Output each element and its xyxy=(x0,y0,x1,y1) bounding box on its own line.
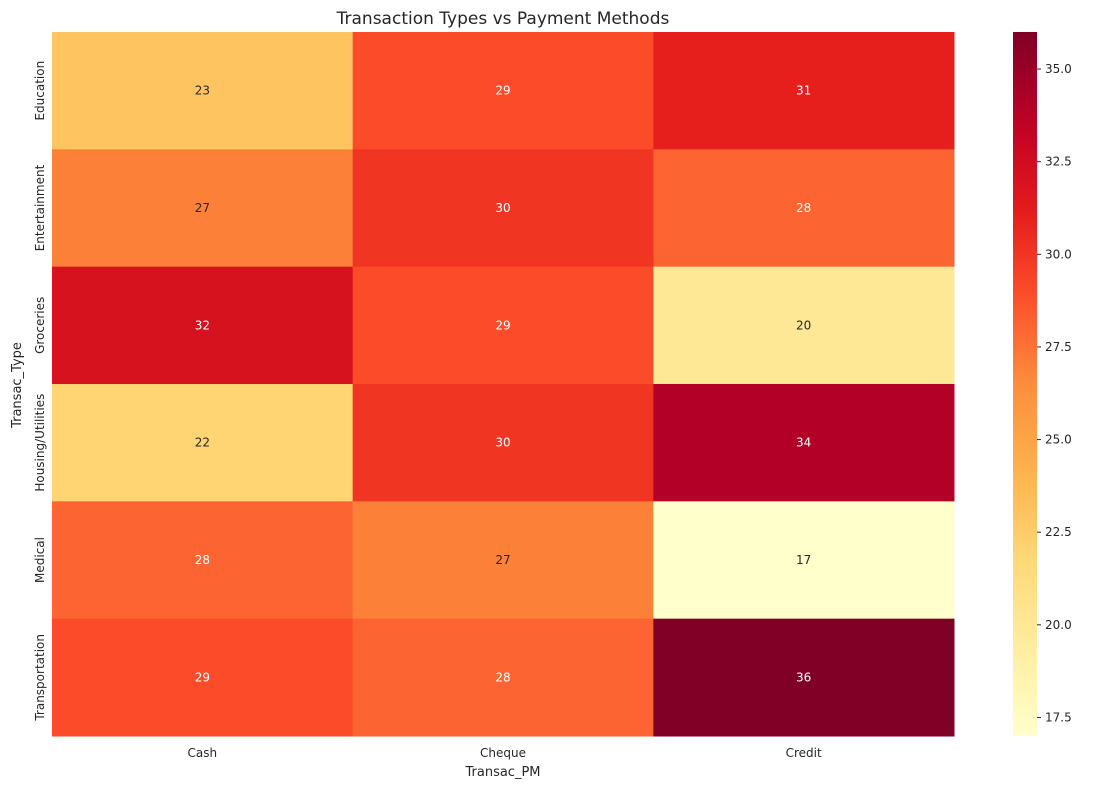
cell-value-label: 28 xyxy=(195,553,210,567)
heatmap-cell xyxy=(52,501,354,620)
heatmap-cell xyxy=(352,501,654,620)
cell-value-label: 22 xyxy=(195,436,210,450)
cell-value-label: 30 xyxy=(495,436,510,450)
colorbar-tick-label: 20.0 xyxy=(1045,618,1072,632)
y-tick-label: Transportation xyxy=(33,634,47,722)
x-axis-label: Transac_PM xyxy=(464,765,540,780)
heatmap-cell xyxy=(352,32,654,150)
heatmap-cell xyxy=(653,266,955,385)
x-tick-labels: Cash Cheque Credit xyxy=(188,746,822,760)
heatmap-cell xyxy=(352,149,654,268)
heatmap-cell xyxy=(653,384,955,502)
heatmap-cell xyxy=(52,266,354,385)
cell-value-label: 28 xyxy=(796,201,811,215)
cell-value-label: 29 xyxy=(495,84,510,98)
colorbar xyxy=(1013,32,1037,736)
colorbar-tick-label: 25.0 xyxy=(1045,433,1072,447)
heatmap-cell xyxy=(653,501,955,620)
cell-value-label: 29 xyxy=(495,318,510,332)
cell-value-label: 32 xyxy=(195,318,210,332)
cell-value-label: 27 xyxy=(195,201,210,215)
colorbar-ticks: 17.5 20.0 22.5 25.0 27.5 30.0 32.5 35.0 xyxy=(1037,62,1072,724)
colorbar-tick-label: 17.5 xyxy=(1045,710,1072,724)
heatmap-cell xyxy=(653,32,955,150)
heatmap-cell xyxy=(352,266,654,385)
x-tick-label: Cheque xyxy=(480,746,526,760)
y-tick-label: Entertainment xyxy=(33,164,47,251)
cell-value-label: 29 xyxy=(195,670,210,684)
chart-title: Transaction Types vs Payment Methods xyxy=(336,9,670,29)
heatmap-cell xyxy=(352,618,654,737)
y-axis-label: Transac_Type xyxy=(10,342,25,429)
x-tick-label: Cash xyxy=(188,746,218,760)
x-tick-label: Credit xyxy=(786,746,822,760)
heatmap-cell xyxy=(52,149,354,268)
heatmap-cell xyxy=(352,384,654,502)
colorbar-tick-label: 30.0 xyxy=(1045,247,1072,261)
heatmap-cell xyxy=(52,32,354,150)
y-tick-label: Housing/Utilities xyxy=(33,394,47,492)
colorbar-tick-label: 35.0 xyxy=(1045,62,1072,76)
heatmap-cells: 23 29 31 27 30 28 32 29 20 22 30 34 28 27 17 29 28 36 xyxy=(52,32,955,737)
y-tick-label: Medical xyxy=(33,537,47,583)
y-tick-labels: Education Entertainment Groceries Housing/U… xyxy=(33,61,47,722)
colorbar-tick-label: 22.5 xyxy=(1045,525,1072,539)
cell-value-label: 30 xyxy=(495,201,510,215)
cell-value-label: 36 xyxy=(796,670,811,684)
cell-value-label: 34 xyxy=(796,436,811,450)
heatmap-cell xyxy=(653,149,955,268)
cell-value-label: 28 xyxy=(495,670,510,684)
y-tick-label: Groceries xyxy=(33,297,47,354)
cell-value-label: 20 xyxy=(796,318,811,332)
colorbar-tick-label: 32.5 xyxy=(1045,155,1072,169)
heatmap-cell xyxy=(52,384,354,502)
cell-value-label: 27 xyxy=(495,553,510,567)
y-tick-label: Education xyxy=(33,61,47,121)
colorbar-tick-label: 27.5 xyxy=(1045,340,1072,354)
heatmap-cell xyxy=(52,618,354,737)
cell-value-label: 17 xyxy=(796,553,811,567)
heatmap-cell xyxy=(653,618,955,737)
cell-value-label: 31 xyxy=(796,84,811,98)
cell-value-label: 23 xyxy=(195,84,210,98)
